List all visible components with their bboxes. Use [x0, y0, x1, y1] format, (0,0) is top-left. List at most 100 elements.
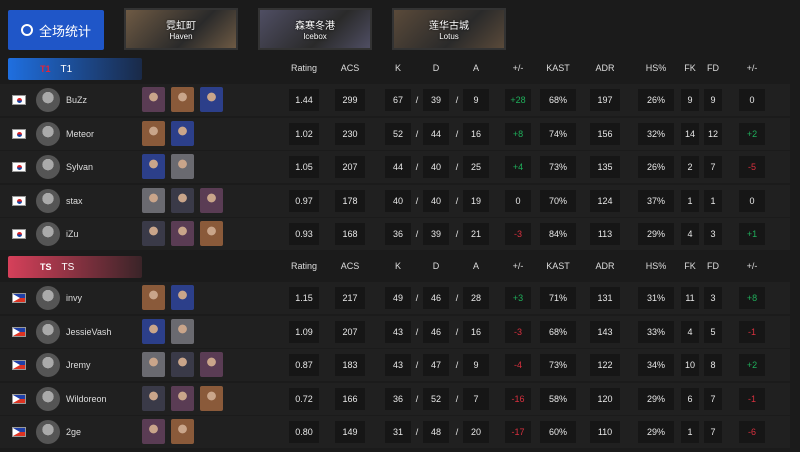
stat-hs%: 29% [638, 223, 674, 245]
kda-separator: / [455, 360, 459, 370]
map-tab-lotus[interactable]: 莲华古城 Lotus [392, 8, 506, 50]
player-name[interactable]: BuZz [66, 95, 88, 105]
stat--kd-diff: 0 [505, 189, 531, 212]
player-name[interactable]: stax [66, 195, 83, 206]
agent-icon [200, 187, 223, 213]
stat-k: 36 [385, 223, 411, 245]
player-row[interactable]: BuZz 1.44 299 67 39 9 +28 68% 197 26% 9 9 0// [0, 84, 790, 116]
overall-stats-button[interactable]: 全场统计 [8, 10, 104, 50]
player-avatar [36, 188, 60, 213]
player-name[interactable]: Wildoreon [66, 393, 107, 404]
column-header-kast: KAST [546, 261, 570, 271]
team-badge[interactable]: T1 T1 [8, 58, 142, 80]
country-flag-icon [12, 393, 26, 404]
agent-icon [171, 187, 194, 213]
kda-separator: / [455, 162, 459, 172]
player-name[interactable]: 2ge [66, 427, 82, 437]
agent-icon [171, 154, 194, 179]
stat-fk: 4 [681, 320, 699, 343]
agent-icon [171, 221, 194, 246]
player-avatar [36, 155, 60, 179]
player-row[interactable]: iZu 0.93 168 36 39 21 -3 84% 113 29% 4 3 +1 / / [0, 218, 790, 250]
country-flag-icon [12, 229, 26, 239]
team-header: TS TS Rating ACS K D A +/- KAST ADR HS% FK FD +/- [0, 256, 800, 278]
country-flag-icon [12, 162, 26, 172]
player-row[interactable]: Wildoreon 0.72 166 36 52 7 -16 58% 120 29% 6 7 -1// [0, 382, 790, 415]
stat-a: 25 [463, 156, 489, 178]
stat-acs: 183 [335, 354, 365, 376]
stat-fd: 7 [704, 387, 722, 410]
country-flag-icon [12, 293, 26, 303]
stat-d: 46 [423, 287, 449, 309]
team-header: T1 T1 Rating ACS K D A +/- KAST ADR HS% FK FD +/- [0, 58, 800, 80]
player-avatar [36, 319, 60, 344]
player-name[interactable]: iZu [66, 229, 79, 239]
stat-k: 43 [385, 320, 411, 343]
player-name[interactable]: Sylvan [66, 162, 94, 172]
column-header-a: A [472, 261, 480, 271]
stat--kd-diff: +28 [505, 89, 531, 111]
stat-adr: 124 [590, 189, 620, 212]
stat-rating: 1.09 [289, 320, 319, 343]
stat-kast: 73% [540, 354, 576, 376]
column-header-d: D [432, 261, 440, 271]
kda-separator: / [455, 293, 459, 303]
stat-adr: 120 [590, 387, 620, 410]
stat-k: 67 [385, 89, 411, 111]
stat-k: 31 [385, 421, 411, 443]
stat-kast: 60% [540, 421, 576, 443]
agent-icon [171, 318, 194, 344]
stat--kd-diff: +3 [505, 287, 531, 309]
map-tab-icebox[interactable]: 森寒冬港 Icebox [258, 8, 372, 50]
agent-icon [142, 419, 165, 444]
stat-adr: 113 [590, 223, 620, 245]
agent-icon [142, 352, 165, 377]
player-row[interactable]: Sylvan 1.05 207 44 40 25 +4 73% 135 26% 2 7 -5 / / [0, 151, 790, 183]
player-name[interactable]: invy [66, 293, 83, 303]
column-header-fd: FD [707, 63, 719, 73]
stat-k: 36 [385, 387, 411, 410]
country-flag-icon [12, 326, 26, 337]
player-row[interactable]: 2ge 0.80 149 31 48 20 -17 60% 110 29% 1 7 -6 / / [0, 416, 790, 448]
kda-separator: / [415, 427, 419, 437]
player-avatar [36, 353, 60, 377]
stat--kd-diff: +4 [505, 156, 531, 178]
column-header-: +/- [512, 63, 524, 73]
kda-separator: / [455, 95, 459, 105]
column-header-acs: ACS [340, 261, 360, 271]
stat-hs%: 32% [638, 122, 674, 145]
stat-adr: 135 [590, 156, 620, 178]
agent-icon [142, 221, 165, 246]
agent-icon [171, 285, 194, 310]
stat-a: 20 [463, 421, 489, 443]
stat-a: 9 [463, 354, 489, 376]
stat-fd: 7 [704, 156, 722, 178]
column-header-d: D [432, 63, 440, 73]
team-badge[interactable]: TS TS [8, 256, 142, 278]
map-name-cn: 霓虹町 [166, 21, 196, 32]
stat-acs: 217 [335, 287, 365, 309]
column-header-adr: ADR [595, 261, 615, 271]
stat-fk: 1 [681, 189, 699, 212]
player-name[interactable]: Meteor [66, 128, 95, 139]
player-row[interactable]: Meteor 1.02 230 52 44 16 +8 74% 156 32% 14 12 +2 / / [0, 117, 790, 150]
stat--fk-diff: +2 [739, 354, 765, 376]
stat--fk-diff: -6 [739, 421, 765, 443]
player-row[interactable]: JessieVash 1.09 207 43 46 16 -3 68% 143 33% 4 5 -1 / / [0, 315, 790, 348]
player-row[interactable]: Jremy 0.87 183 43 47 9 -4 73% 122 34% 10 8 +2 / / [0, 349, 790, 381]
kda-separator: / [455, 128, 459, 139]
stat-rating: 0.72 [289, 387, 319, 410]
player-avatar [36, 222, 60, 246]
stat-hs%: 26% [638, 156, 674, 178]
player-row[interactable]: invy 1.15 217 49 46 28 +3 71% 131 31% 11 3 +8 / / [0, 282, 790, 314]
stat-rating: 1.05 [289, 156, 319, 178]
map-tab-haven[interactable]: 霓虹町 Haven [124, 8, 238, 50]
stat-fk: 1 [681, 421, 699, 443]
player-name[interactable]: Jremy [66, 360, 91, 370]
player-row[interactable]: stax 0.97 178 40 40 19 0 70% 124 37% 1 1 0// [0, 184, 790, 217]
player-name[interactable]: JessieVash [66, 326, 112, 337]
clock-icon [20, 24, 33, 36]
stat-rating: 0.80 [289, 421, 319, 443]
country-flag-icon [12, 128, 26, 139]
overall-stats-label: 全场统计 [38, 23, 91, 39]
